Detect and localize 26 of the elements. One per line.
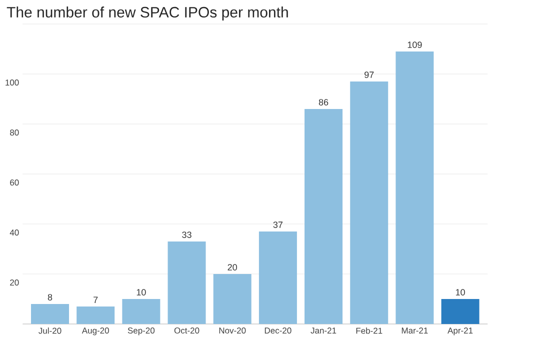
x-tick-label: Oct-20 [174, 328, 200, 334]
chart-title: The number of new SPAC IPOs per month [6, 6, 288, 21]
x-tick-label: Mar-21 [402, 328, 428, 334]
x-tick-label: Aug-20 [82, 328, 109, 336]
data-label: 109 [408, 42, 422, 48]
y-tick-label: 60 [10, 180, 19, 186]
x-tick-label: Nov-20 [219, 328, 246, 334]
x-tick-label: Apr-21 [448, 328, 473, 336]
x-tick-label: Feb-21 [356, 328, 382, 334]
data-label: 33 [182, 232, 192, 238]
y-tick-label: 80 [10, 130, 19, 136]
y-tick-label: 20 [10, 280, 19, 286]
x-tick-label: Jul-20 [38, 328, 62, 334]
data-label: 10 [456, 289, 465, 296]
data-label: 7 [94, 296, 98, 303]
data-label: 10 [136, 289, 146, 296]
x-tick-label: Jan-21 [310, 328, 336, 334]
data-label: 97 [364, 72, 374, 78]
x-tick-label: Sep-20 [128, 328, 155, 336]
data-label: 8 [48, 294, 52, 300]
data-label: 37 [273, 222, 282, 228]
data-label: 86 [318, 99, 328, 106]
x-tick-label: Dec-20 [264, 328, 292, 334]
y-tick-label: 40 [10, 230, 19, 236]
data-label: 20 [228, 264, 238, 270]
y-tick-label: 100 [6, 80, 19, 86]
